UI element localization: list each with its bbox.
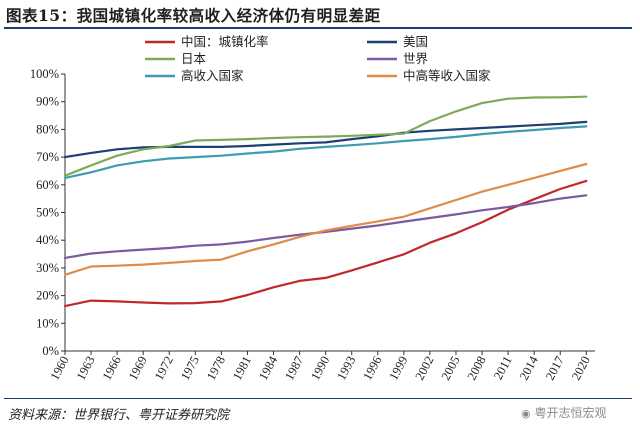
x-tick-label: 2008 [465, 354, 489, 383]
x-tick-label: 1999 [386, 354, 410, 383]
x-tick-label: 2014 [517, 353, 541, 382]
y-tick-label: 100% [30, 67, 59, 81]
x-tick-label: 1978 [204, 354, 228, 383]
series-layer [63, 95, 588, 308]
x-tick-label: 1963 [74, 354, 98, 383]
x-tick-label: 1972 [152, 354, 176, 383]
y-tick-label: 30% [36, 261, 59, 275]
series-line-4 [63, 125, 588, 179]
series-line-5 [63, 162, 588, 276]
legend-label-3: 世界 [403, 51, 429, 66]
line-chart: 0%10%20%30%40%50%60%70%80%90%100%1960 196… [30, 34, 595, 382]
x-tick-label: 1960 [48, 354, 72, 383]
x-tick-label: 1996 [360, 354, 384, 383]
x-tick-label: 1966 [100, 354, 124, 383]
series-line-0 [63, 179, 588, 308]
x-tick-label: 2005 [439, 354, 463, 383]
series-line-3 [63, 194, 588, 259]
legend-label-0: 中国：城镇化率 [181, 34, 269, 49]
watermark: ◉ 粤开志恒宏观 [521, 404, 606, 421]
legend-label-4: 高收入国家 [181, 68, 244, 83]
x-tick-label: 1981 [230, 354, 254, 383]
y-tick-label: 70% [36, 150, 59, 164]
series-line-1 [63, 120, 588, 159]
bottom-rule [4, 398, 632, 399]
x-tick-label: 2011 [491, 354, 515, 382]
wechat-icon: ◉ [521, 407, 531, 420]
x-tick-label: 1975 [178, 354, 202, 383]
x-tick-label: 1993 [334, 354, 358, 383]
legend-label-2: 日本 [181, 51, 207, 66]
x-tick-label: 1987 [282, 354, 306, 383]
x-tick-label: 2002 [412, 354, 436, 383]
figure-title: 图表15：我国城镇化率较高收入经济体仍有明显差距 [6, 6, 381, 25]
y-tick-label: 10% [36, 316, 59, 330]
series-line-2 [63, 95, 588, 177]
y-tick-label: 50% [36, 206, 59, 220]
y-tick-label: 20% [36, 289, 59, 303]
legend-label-1: 美国 [403, 34, 428, 49]
chart-axes: 0%10%20%30%40%50%60%70%80%90%100%1960 196… [30, 67, 595, 382]
x-tick-label: 2020 [569, 354, 593, 383]
y-tick-label: 40% [36, 233, 59, 247]
x-tick-label: 1984 [256, 353, 280, 382]
y-tick-label: 80% [36, 122, 59, 136]
y-tick-label: 0% [42, 344, 59, 358]
legend-label-5: 中高等收入国家 [403, 68, 491, 83]
x-tick-label: 2017 [543, 354, 567, 383]
x-tick-label: 1969 [126, 354, 150, 383]
y-tick-label: 60% [36, 178, 59, 192]
x-tick-label: 1990 [308, 354, 332, 383]
top-rule [4, 27, 632, 29]
source-note: 资料来源：世界银行、粤开证券研究院 [8, 408, 230, 423]
y-tick-label: 90% [36, 95, 59, 109]
watermark-text: 粤开志恒宏观 [534, 406, 607, 420]
